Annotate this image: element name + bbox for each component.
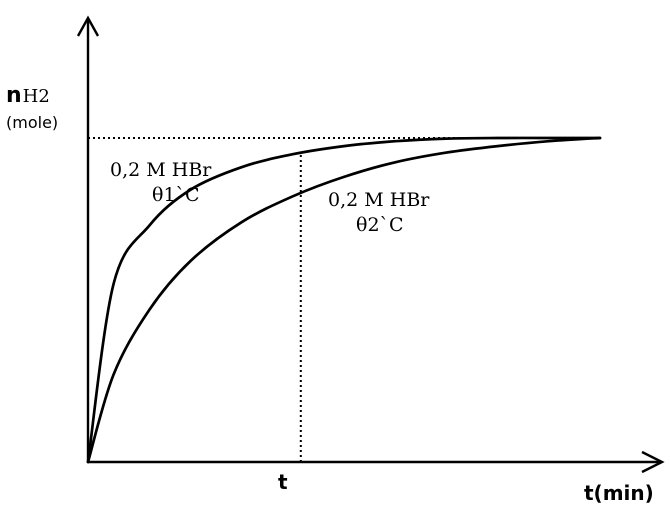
series-theta2-curve: [86, 136, 602, 464]
series-theta1-concentration-label: 0,2 M HBr: [110, 159, 212, 181]
x-axis-label: t(min): [584, 481, 654, 505]
x-tick-label-t: t: [278, 470, 288, 494]
series-theta2-concentration-label: 0,2 M HBr: [328, 189, 430, 211]
y-axis-arrowhead: [76, 15, 100, 37]
series-theta1-temperature-label: θ1`C: [152, 184, 200, 206]
series-theta1-curve: [86, 136, 602, 464]
series-theta2-temperature-label: θ2`C: [356, 214, 404, 236]
y-axis-label: nH2: [6, 83, 50, 108]
y-axis-label-subscript: H2: [23, 86, 50, 107]
y-axis-unit: (mole): [6, 113, 58, 132]
x-axis-arrowhead: [641, 450, 665, 474]
